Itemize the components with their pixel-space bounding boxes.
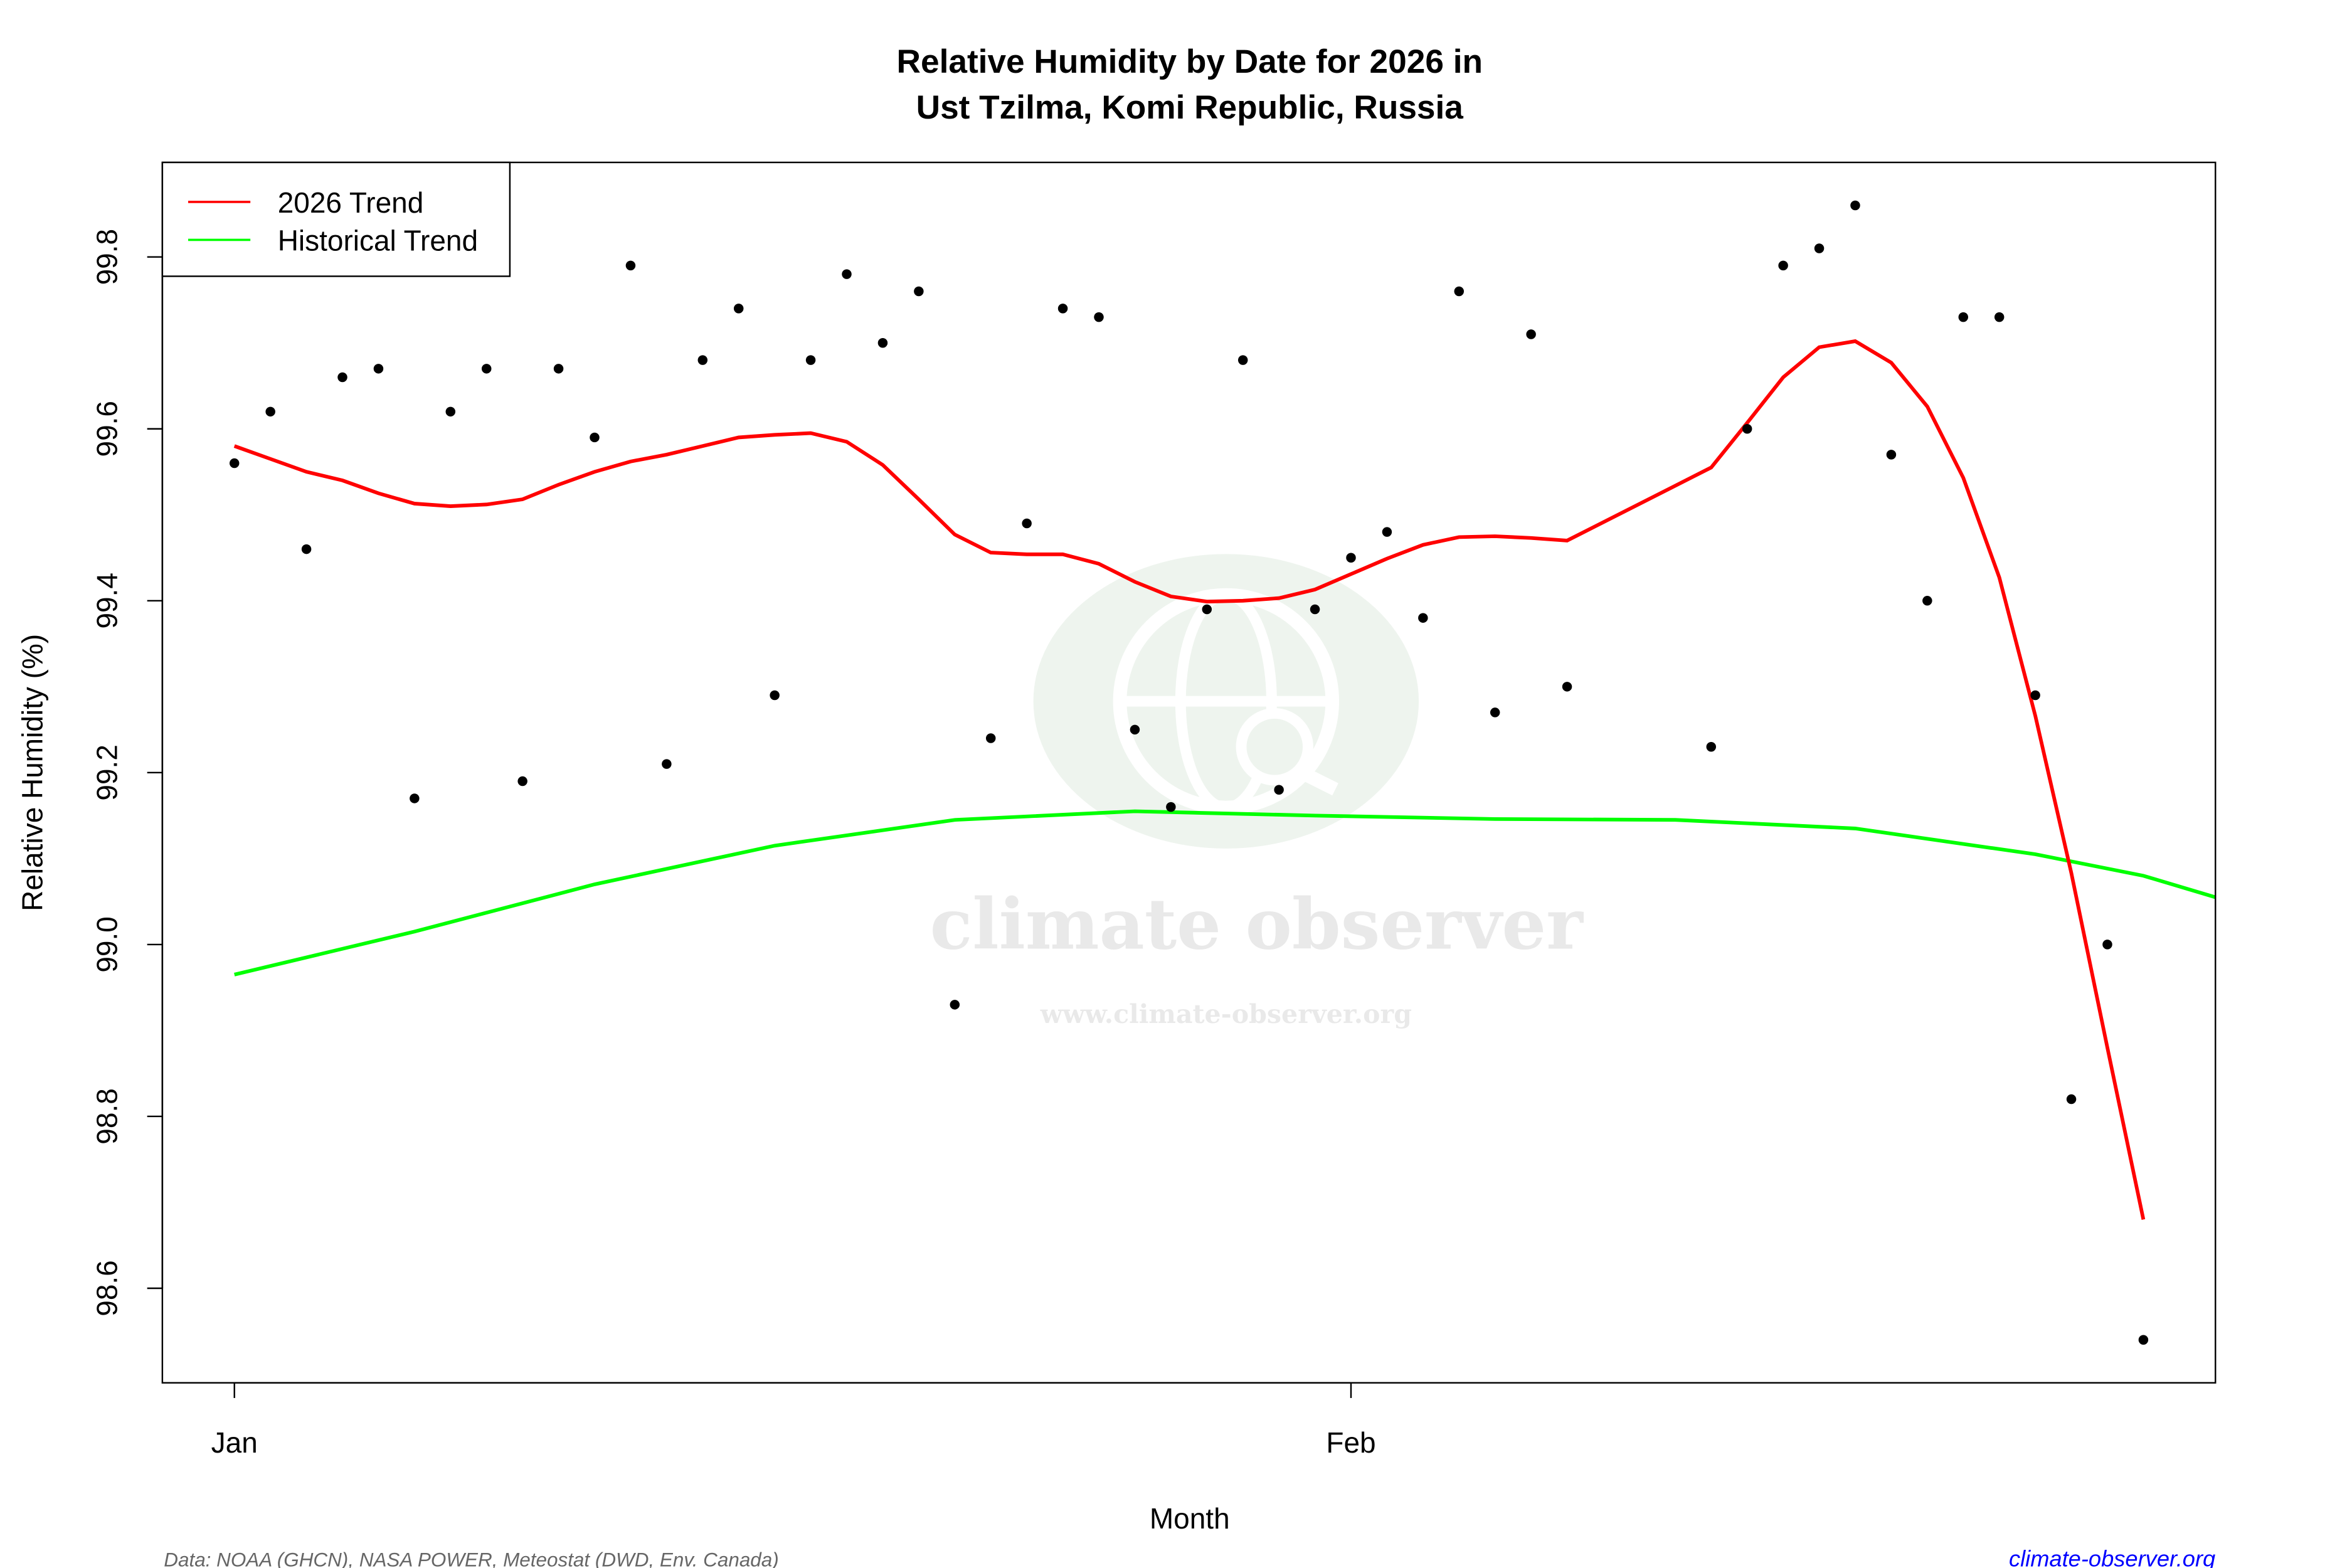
- data-point: [337, 372, 347, 383]
- footer-link[interactable]: climate-observer.org: [2009, 1546, 2215, 1568]
- data-point: [265, 406, 275, 417]
- legend-label-historical-trend: Historical Trend: [278, 224, 478, 257]
- data-point: [662, 759, 672, 769]
- data-point: [1490, 707, 1500, 718]
- footer-source: Data: NOAA (GHCN), NASA POWER, Meteostat…: [164, 1549, 778, 1568]
- data-point: [301, 544, 312, 554]
- y-tick-label: 99.4: [90, 573, 123, 628]
- data-point: [1310, 604, 1320, 615]
- chart-title: Relative Humidity by Date for 2026 in: [897, 43, 1483, 80]
- data-point: [950, 1000, 960, 1010]
- watermark-url: www.climate-observer.org: [1040, 999, 1412, 1029]
- data-point: [697, 355, 708, 365]
- data-point: [229, 458, 240, 469]
- data-point: [1130, 724, 1140, 735]
- data-point: [1346, 553, 1356, 563]
- data-point: [2102, 940, 2112, 950]
- data-point: [1562, 682, 1572, 692]
- data-point: [1274, 785, 1284, 795]
- data-point: [1166, 802, 1176, 812]
- data-point: [410, 793, 420, 803]
- data-point: [770, 690, 780, 701]
- legend-label-2026-trend: 2026 Trend: [278, 186, 424, 219]
- data-point: [914, 286, 924, 297]
- data-point: [517, 776, 527, 787]
- plot-area: [229, 200, 2217, 1345]
- data-point: [1382, 527, 1392, 537]
- data-point: [2138, 1335, 2149, 1345]
- data-point: [842, 269, 852, 279]
- data-point: [1994, 312, 2005, 322]
- x-axis: Jan Feb: [211, 1382, 1376, 1459]
- data-point: [2066, 1094, 2077, 1104]
- data-point: [1418, 613, 1428, 623]
- x-axis-label: Month: [1150, 1502, 1230, 1535]
- y-tick-label: 98.6: [90, 1260, 123, 1316]
- data-point: [625, 260, 636, 271]
- data-point: [2030, 690, 2040, 701]
- y-tick-label: 99.2: [90, 744, 123, 800]
- data-point: [481, 364, 492, 374]
- y-tick-label: 98.8: [90, 1088, 123, 1144]
- data-point: [1526, 329, 1536, 339]
- data-point: [805, 355, 816, 365]
- chart-subtitle: Ust Tzilma, Komi Republic, Russia: [916, 89, 1464, 126]
- data-point: [1742, 423, 1752, 434]
- y-axis: 98.6 98.8 99.0 99.2 99.4 99.6 99.8: [90, 229, 164, 1316]
- y-axis-label: Relative Humidity (%): [16, 634, 49, 911]
- y-tick-label: 99.0: [90, 916, 123, 972]
- data-point: [1814, 243, 1825, 253]
- data-point: [1057, 304, 1068, 314]
- watermark: climate observer www.climate-observer.or…: [930, 554, 1584, 1029]
- data-point: [1922, 596, 1932, 606]
- data-point: [1886, 450, 1897, 460]
- data-point: [1706, 741, 1717, 752]
- data-point: [445, 406, 456, 417]
- data-point: [373, 364, 384, 374]
- trend-line-historical-trend: [234, 809, 2217, 977]
- x-tick-label: Feb: [1326, 1426, 1375, 1459]
- watermark-brand: climate observer: [930, 884, 1584, 966]
- data-point: [553, 364, 564, 374]
- x-tick-label: Jan: [211, 1426, 258, 1459]
- data-point: [1958, 312, 1969, 322]
- data-point: [985, 733, 996, 743]
- data-point: [1094, 312, 1104, 322]
- trend-line-2026-trend: [233, 339, 2146, 1220]
- data-point: [1022, 518, 1032, 529]
- data-point: [1237, 355, 1248, 365]
- data-point: [590, 432, 600, 443]
- data-point: [1850, 200, 1860, 211]
- y-tick-label: 99.8: [90, 229, 123, 285]
- data-point: [1778, 260, 1788, 271]
- data-point: [1202, 604, 1212, 615]
- data-point: [1454, 286, 1465, 297]
- y-tick-label: 99.6: [90, 401, 123, 457]
- data-point: [877, 337, 888, 348]
- data-point: [733, 304, 744, 314]
- legend: 2026 Trend Historical Trend: [161, 161, 511, 277]
